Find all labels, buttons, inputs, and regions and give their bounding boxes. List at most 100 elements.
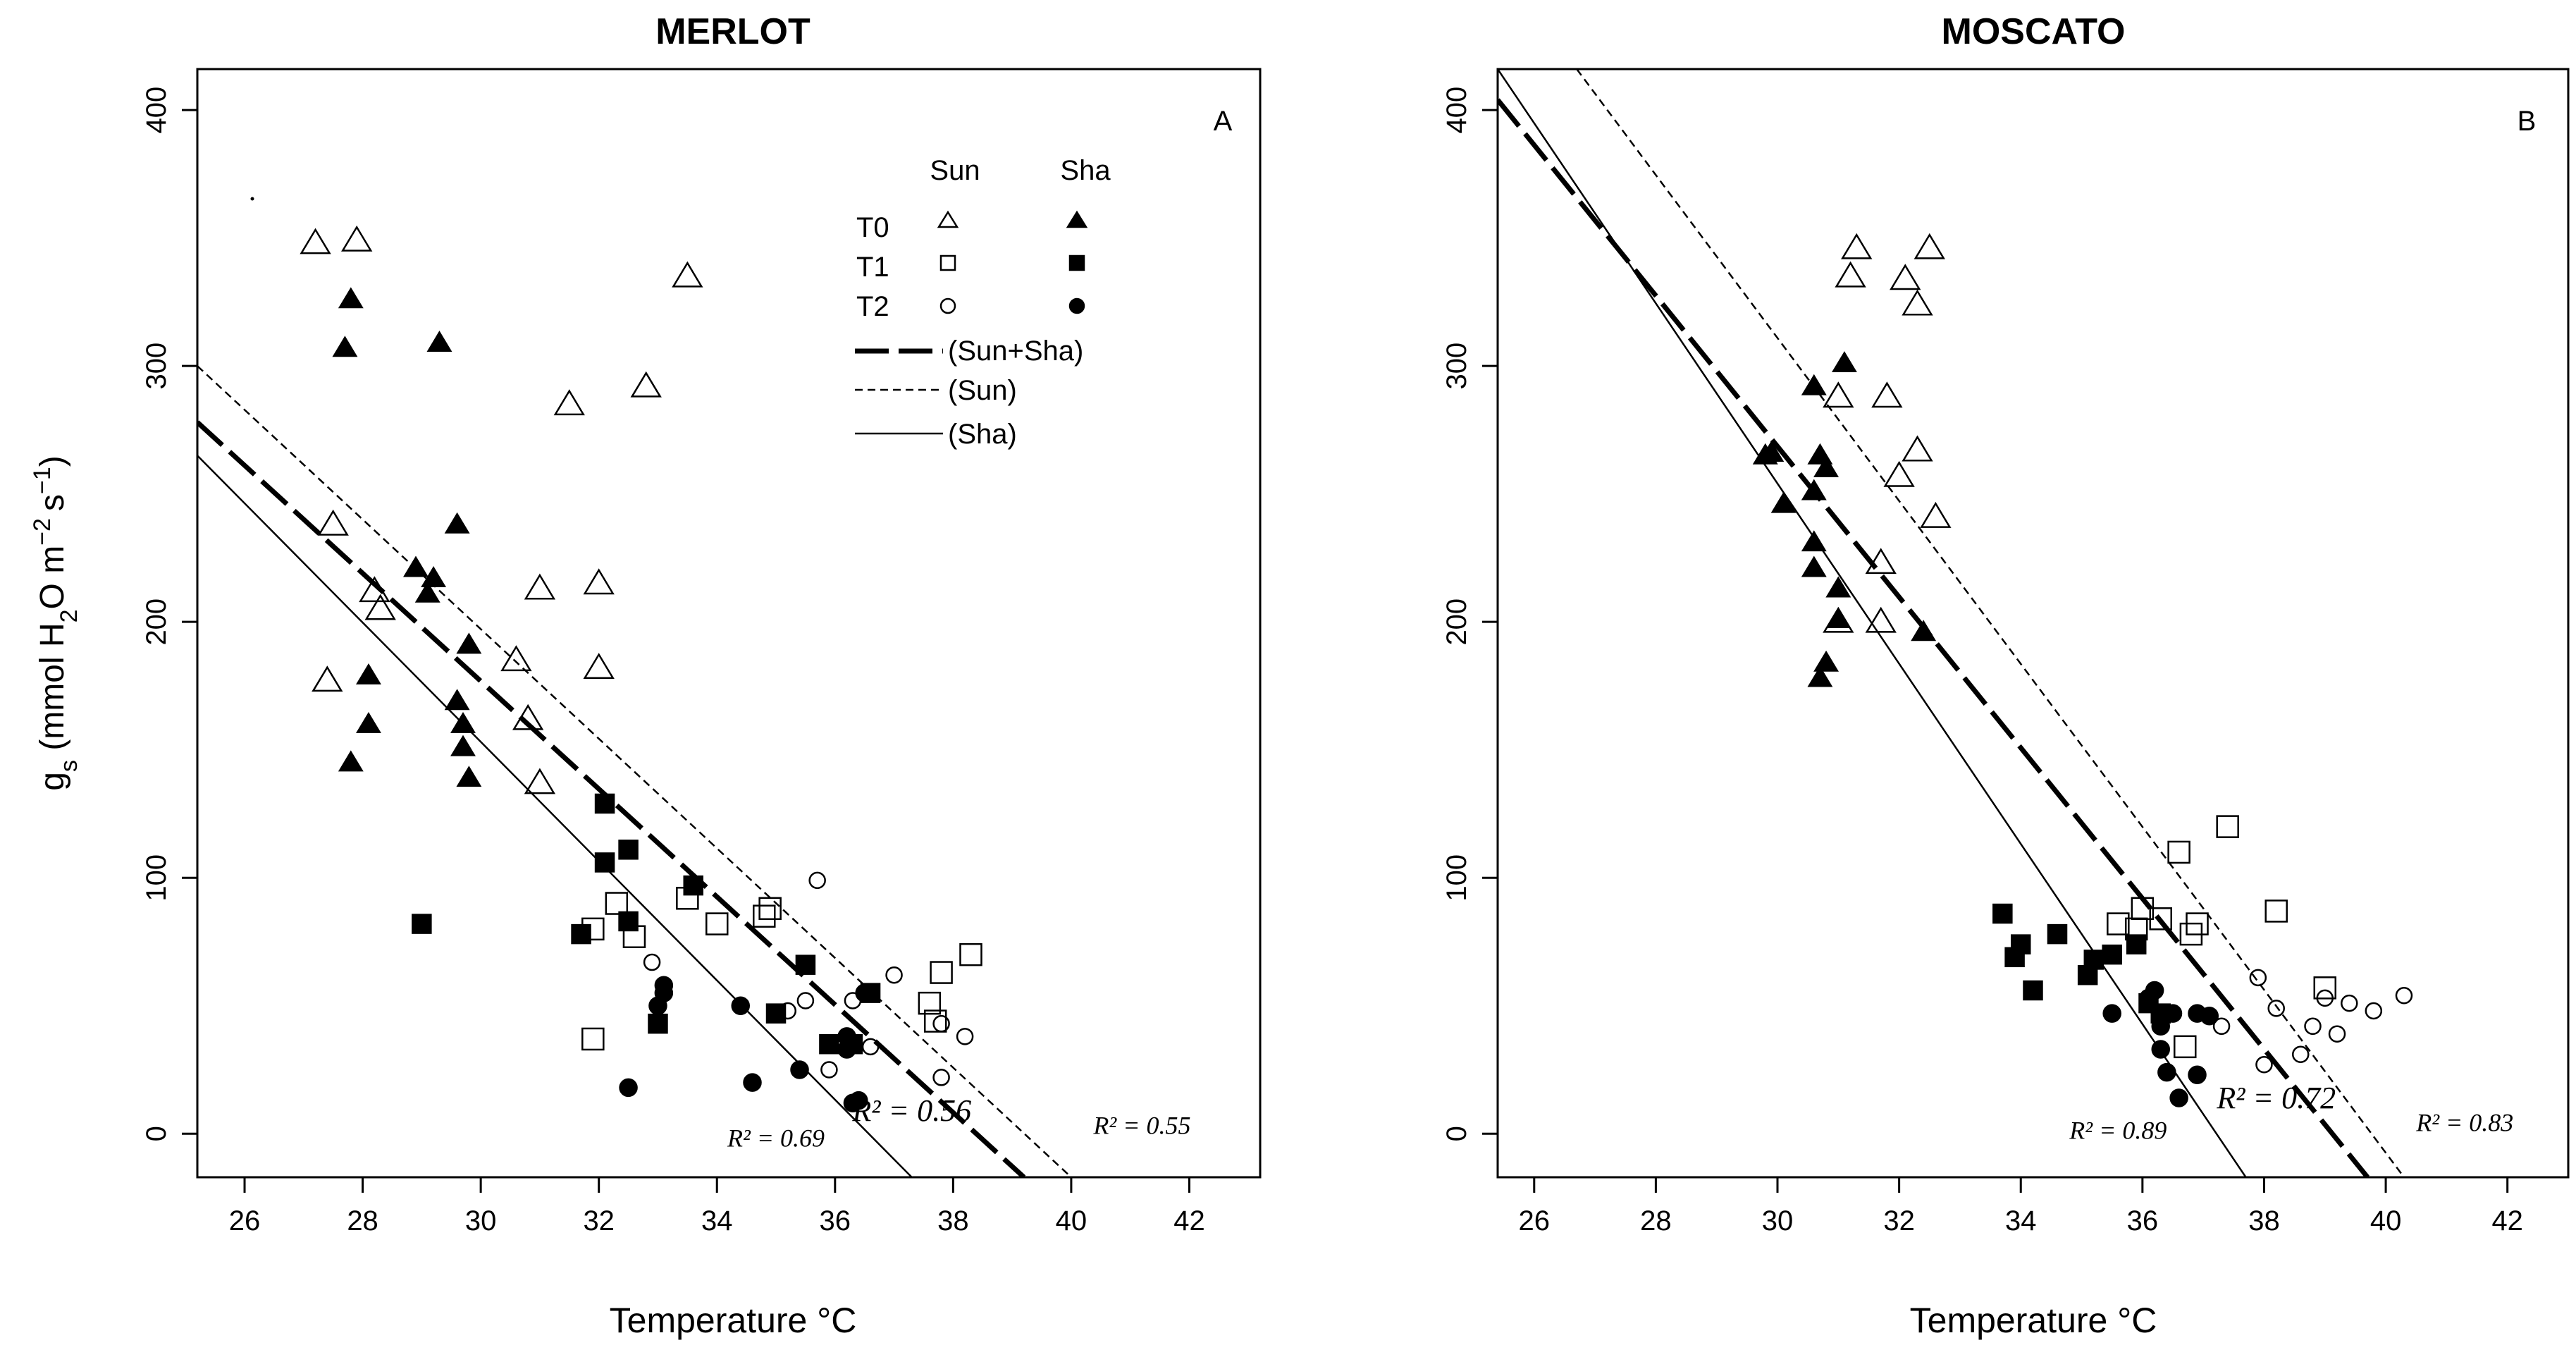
fit-line <box>197 420 1026 1177</box>
r2-label: R² = 0.89 <box>2069 1117 2167 1145</box>
x-axis-label: Temperature °C <box>610 1301 857 1340</box>
data-point <box>779 1002 797 1020</box>
data-point <box>2186 912 2209 935</box>
data-points <box>1752 233 2413 1107</box>
x-tick-label: 42 <box>2491 1205 2523 1236</box>
data-point <box>594 793 615 814</box>
data-point <box>317 509 349 536</box>
data-point <box>1813 650 1839 672</box>
data-point <box>758 897 782 921</box>
data-point <box>820 1061 838 1079</box>
y-label-g: g <box>34 772 71 791</box>
x-tick-label: 26 <box>1519 1205 1551 1236</box>
data-point <box>956 1028 974 1045</box>
plot-frame <box>196 68 1262 1179</box>
data-point <box>1865 548 1897 575</box>
data-point <box>705 912 729 935</box>
x-tick-label: 32 <box>583 1205 615 1236</box>
data-point <box>605 892 629 915</box>
data-point <box>2169 1088 2188 1107</box>
data-point <box>364 594 396 620</box>
data-point <box>359 576 390 603</box>
data-point <box>2267 1000 2285 1017</box>
fit-lines <box>1498 69 2405 1177</box>
data-point <box>2188 1065 2207 1085</box>
data-point <box>1835 261 1866 288</box>
data-point <box>450 735 476 756</box>
data-point <box>1871 381 1903 408</box>
legend-row-t0: T0 <box>856 212 889 243</box>
data-point <box>2010 934 2031 954</box>
data-point <box>932 1069 950 1086</box>
data-point <box>1825 576 1851 598</box>
y-axis-label: gs (mmol H2O m−2s−1) <box>29 455 82 790</box>
legend-marker-t1-sha <box>1068 254 1085 271</box>
x-tick-label: 38 <box>937 1205 969 1236</box>
data-point <box>819 1033 839 1055</box>
x-tick-label: 40 <box>2370 1205 2402 1236</box>
data-point <box>837 1040 856 1059</box>
data-point <box>1825 607 1851 629</box>
data-point <box>618 911 639 932</box>
data-point <box>1902 435 1933 462</box>
y-axis: 0 100 200 300 400 <box>1441 87 1498 1141</box>
data-point <box>2151 1017 2170 1036</box>
data-point <box>753 904 776 928</box>
legend-label-sun-sha: (Sun+Sha) <box>948 336 1083 367</box>
y-tick-label: 400 <box>1441 87 1472 134</box>
y-tick-label: 0 <box>1441 1126 1472 1141</box>
data-point <box>500 645 532 672</box>
data-point <box>341 225 373 252</box>
fit-line <box>1576 69 2405 1177</box>
y-tick-label: 300 <box>141 343 172 390</box>
data-point <box>1823 381 1854 408</box>
data-point <box>918 991 942 1015</box>
data-point <box>808 871 826 890</box>
x-tick-label: 36 <box>820 1205 851 1236</box>
x-tick-label: 30 <box>1762 1205 1794 1236</box>
y-tick-label: 100 <box>1441 854 1472 902</box>
data-point <box>796 992 815 1009</box>
data-point <box>2313 976 2337 1000</box>
data-points <box>300 225 982 1112</box>
data-point <box>524 573 556 600</box>
data-point <box>456 632 482 654</box>
x-axis-label: Temperature °C <box>1910 1301 2157 1340</box>
data-point <box>618 840 639 860</box>
data-point <box>2292 1045 2310 1063</box>
data-point <box>743 1073 762 1092</box>
data-point <box>1813 455 1839 477</box>
data-point <box>654 976 674 995</box>
x-axis: 26 28 30 32 34 36 38 40 42 <box>1519 1177 2523 1236</box>
x-tick-label: 28 <box>347 1205 378 1236</box>
data-point <box>1801 555 1827 577</box>
data-point <box>2200 1007 2219 1026</box>
legend-marker-t2-sun <box>939 297 956 314</box>
y-axis: 0 100 200 300 400 <box>141 87 197 1141</box>
data-point <box>1758 441 1785 462</box>
r2-label: R² = 0.69 <box>727 1124 825 1152</box>
r2-labels: R² = 0.89 R² = 0.72 R² = 0.83 <box>2069 1081 2513 1145</box>
data-point <box>2145 981 2164 1000</box>
data-point <box>923 1009 947 1033</box>
x-tick-label: 42 <box>1173 1205 1205 1236</box>
x-tick-label: 34 <box>701 1205 733 1236</box>
data-point <box>1911 620 1937 641</box>
r2-label: R² = 0.55 <box>1092 1111 1190 1139</box>
data-point <box>421 566 447 587</box>
legend-label-sha: (Sha) <box>948 419 1017 450</box>
data-point <box>2107 912 2130 935</box>
data-point <box>2126 934 2147 954</box>
x-tick-label: 32 <box>1883 1205 1915 1236</box>
data-point <box>630 371 662 398</box>
legend-marker-t0-sun <box>937 210 959 228</box>
data-point <box>2212 1017 2231 1036</box>
r2-label: R² = 0.72 <box>2216 1081 2336 1115</box>
data-point <box>2047 923 2068 945</box>
legend-label-sun: (Sun) <box>948 375 1017 406</box>
x-tick-label: 30 <box>465 1205 497 1236</box>
data-point <box>2174 1035 2197 1059</box>
data-point <box>731 996 751 1016</box>
